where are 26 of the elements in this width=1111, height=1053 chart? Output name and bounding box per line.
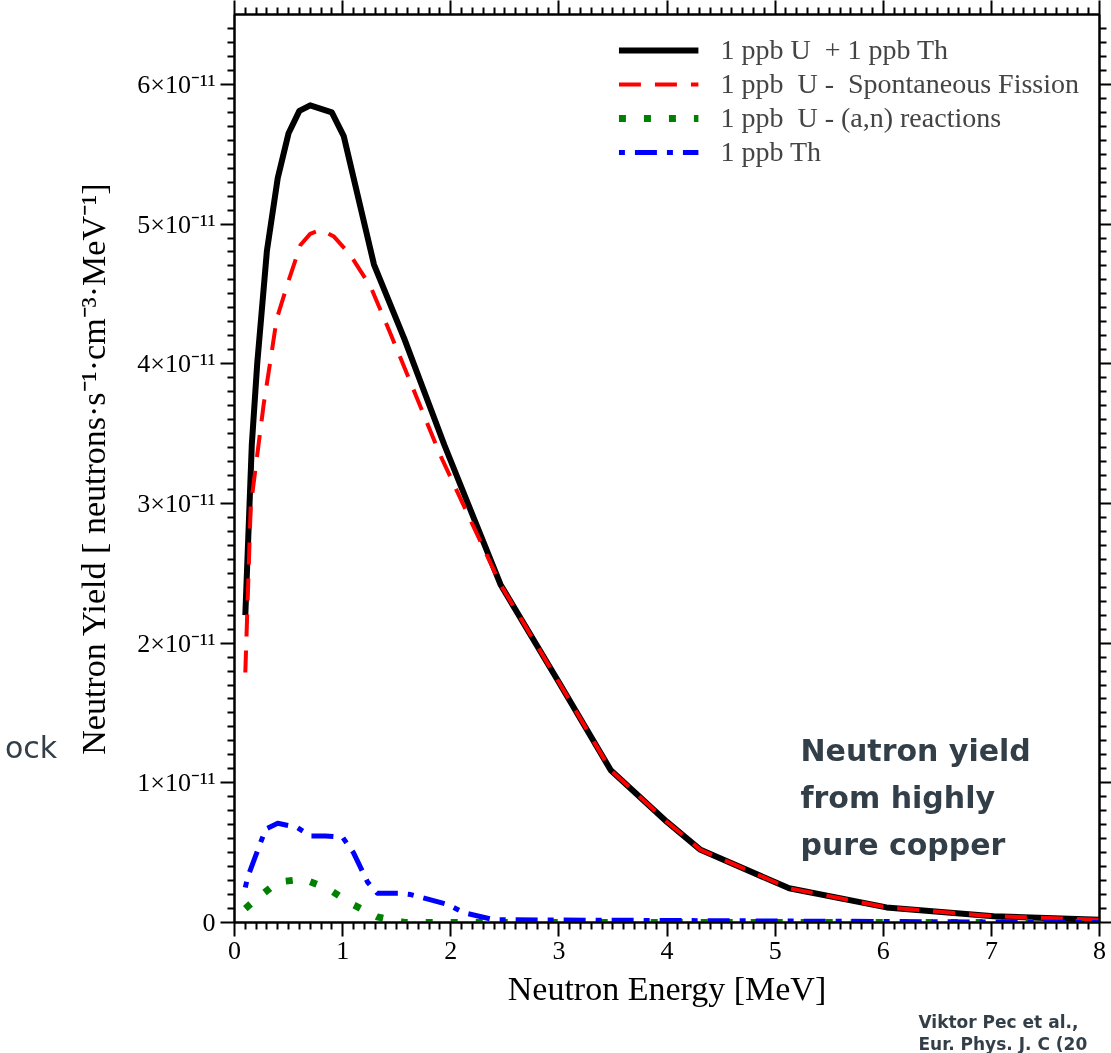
y-tick-label: 4×10⁻¹¹ — [137, 349, 216, 379]
legend-label: 1 ppb U + 1 ppb Th — [720, 34, 949, 66]
y-tick-label: 1×10⁻¹¹ — [137, 768, 216, 798]
text: Viktor Pec et al., Eur. Phys. J. C (20 — [918, 1011, 1088, 1053]
y-tick-label: 5×10⁻¹¹ — [137, 209, 216, 239]
text: ock — [5, 729, 58, 767]
x-tick-label: 4 — [660, 935, 674, 965]
x-tick-label: 2 — [444, 935, 458, 965]
x-axis-title: Neutron Energy [MeV] — [507, 969, 827, 1007]
x-tick-label: 3 — [552, 935, 566, 965]
x-tick-label: 1 — [336, 935, 350, 965]
x-tick-label: 6 — [876, 935, 890, 965]
y-tick-label: 3×10⁻¹¹ — [137, 488, 216, 518]
y-tick-label: 6×10⁻¹¹ — [137, 69, 216, 99]
y-tick-label: 2×10⁻¹¹ — [137, 628, 216, 658]
y-tick-label: 0 — [202, 908, 216, 937]
x-tick-label: 7 — [984, 935, 998, 965]
line-series — [243, 227, 1100, 922]
legend-label: 1 ppb U - (a,n) reactions — [720, 102, 1002, 134]
annotation: Neutron yield from highly pure copper — [800, 732, 1031, 862]
x-tick-label: 0 — [228, 935, 241, 965]
x-tick-label: 5 — [768, 935, 782, 965]
x-tick-label: 8 — [1093, 935, 1106, 965]
legend-label: 1 ppb U - Spontaneous Fission — [720, 68, 1079, 100]
legend-label: 1 ppb Th — [720, 136, 822, 168]
y-axis-title: Neutron Yield [ neutrons·s⁻¹·cm⁻³·MeV⁻¹] — [75, 183, 113, 755]
